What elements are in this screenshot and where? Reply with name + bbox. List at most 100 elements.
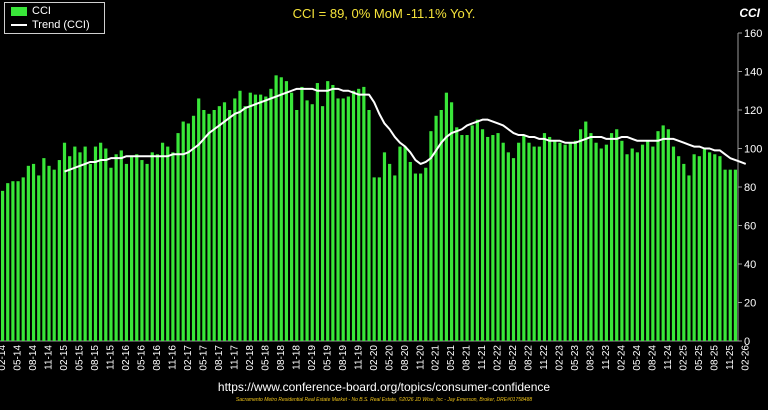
- x-tick-label: 02-23: [555, 345, 566, 371]
- cci-bar: [470, 125, 474, 342]
- cci-bar: [259, 94, 263, 341]
- x-tick-label: 11-21: [477, 345, 488, 370]
- x-tick-label: 05-23: [570, 345, 581, 371]
- cci-bar: [130, 156, 134, 341]
- cci-bar: [0, 190, 5, 341]
- cci-bar: [155, 154, 160, 341]
- cci-bar: [16, 181, 20, 341]
- cci-bar: [269, 88, 273, 341]
- cci-bar: [181, 121, 185, 341]
- cci-bar: [315, 83, 319, 342]
- cci-bar: [346, 96, 350, 341]
- x-tick-label: 08-21: [462, 345, 473, 371]
- cci-bar: [336, 98, 340, 341]
- cci-bar: [357, 88, 361, 341]
- x-tick-label: 08-22: [524, 345, 535, 371]
- x-axis-ticks: 02-14 05-14 08-14 11-14 02-15 05-15 08-15 11-15…: [0, 345, 751, 371]
- cci-bar: [429, 131, 433, 341]
- x-tick-label: 11-24: [663, 345, 674, 370]
- x-tick-label: 02-16: [121, 345, 132, 371]
- cci-bar: [646, 140, 650, 341]
- cci-bar: [573, 140, 578, 341]
- cci-bar: [99, 142, 103, 341]
- cci-bar: [548, 136, 552, 341]
- cci-bar: [666, 129, 670, 341]
- x-tick-label: 08-15: [90, 345, 101, 371]
- y-tick-label: 80: [744, 182, 756, 194]
- cci-bar: [73, 146, 77, 341]
- x-tick-label: 05-24: [632, 345, 643, 371]
- cci-bar: [728, 169, 732, 341]
- cci-bar: [124, 163, 129, 341]
- cci-bar: [305, 100, 309, 342]
- x-tick-label: 02-20: [369, 345, 380, 371]
- cci-bar: [594, 142, 598, 341]
- x-tick-label: 02-26: [740, 345, 751, 371]
- cci-bar: [93, 146, 98, 341]
- cci-bar: [326, 81, 330, 342]
- cci-bar: [455, 127, 459, 341]
- cci-bar: [460, 135, 464, 341]
- x-tick-label: 05-22: [508, 345, 519, 371]
- cci-bar: [176, 133, 180, 341]
- cci-bar: [83, 146, 87, 341]
- cci-bar: [408, 161, 412, 341]
- x-tick-label: 11-17: [229, 345, 240, 370]
- cci-bar: [475, 119, 479, 342]
- cci-bar: [713, 154, 717, 341]
- cci-bar: [424, 167, 428, 341]
- x-tick-label: 05-25: [694, 345, 705, 371]
- y-tick-label: 140: [744, 67, 762, 79]
- cci-bar: [491, 135, 495, 341]
- cci-bar: [310, 104, 314, 341]
- cci-bar: [702, 148, 707, 341]
- cci-bar: [284, 81, 289, 342]
- cci-bar: [419, 173, 423, 341]
- cci-bar: [202, 110, 206, 341]
- legend-swatch-line: [11, 24, 27, 27]
- x-tick-label: 08-18: [276, 345, 287, 371]
- cci-bar: [604, 144, 608, 341]
- legend-item-trend: Trend (CCI): [11, 18, 90, 32]
- cci-bar: [444, 92, 449, 341]
- source-link[interactable]: https://www.conference-board.org/topics/…: [217, 380, 551, 394]
- cci-bar: [615, 129, 619, 341]
- x-tick-label: 05-16: [137, 345, 148, 371]
- cci-bar: [140, 160, 144, 341]
- cci-bar: [542, 133, 547, 341]
- cci-bar: [331, 84, 335, 341]
- cci-bar: [708, 152, 712, 341]
- cci-bar: [671, 146, 676, 341]
- cci-bar: [558, 142, 562, 341]
- x-tick-label: 02-17: [183, 345, 194, 371]
- x-tick-label: 08-14: [28, 345, 39, 371]
- x-tick-label: 08-24: [647, 345, 658, 371]
- x-tick-label: 11-19: [353, 345, 364, 370]
- cci-bar: [109, 167, 113, 341]
- cci-bar: [238, 90, 242, 341]
- cci-bar: [496, 133, 500, 341]
- y-tick-label: 100: [744, 144, 762, 156]
- x-tick-label: 05-17: [198, 345, 209, 371]
- cci-bar: [723, 169, 727, 341]
- x-tick-label: 11-23: [601, 345, 612, 370]
- cci-bar: [197, 98, 201, 341]
- footer-note: Sacramento Metro Residential Real Estate…: [235, 397, 533, 403]
- cci-bar: [171, 152, 175, 341]
- x-tick-label: 02-18: [245, 345, 256, 371]
- cci-bar: [26, 165, 30, 341]
- cci-bar: [150, 152, 154, 341]
- cci-bar: [37, 175, 41, 341]
- cci-bar: [506, 152, 510, 341]
- corner-label: CCI: [739, 6, 760, 20]
- x-tick-label: 02-21: [431, 345, 442, 371]
- cci-bar: [532, 146, 536, 341]
- legend-item-cci: CCI: [11, 4, 51, 18]
- x-tick-label: 11-22: [539, 345, 550, 370]
- cci-bar: [6, 183, 10, 341]
- cci-bar: [563, 144, 567, 341]
- x-tick-label: 11-16: [168, 345, 179, 370]
- chart-legend: CCI Trend (CCI): [4, 2, 105, 34]
- cci-bar: [104, 148, 108, 341]
